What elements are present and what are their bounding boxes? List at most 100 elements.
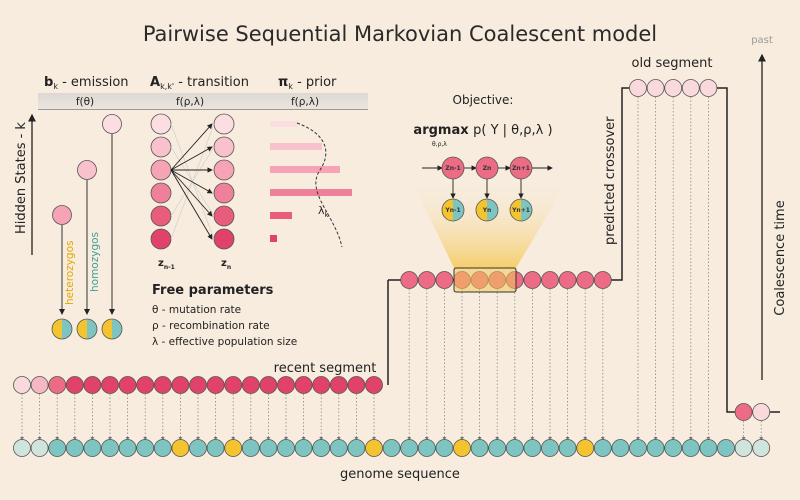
- emission-func: f(θ): [76, 96, 94, 108]
- recent-state: [118, 376, 137, 394]
- genome-site: [365, 439, 383, 457]
- genome-site: [83, 439, 102, 457]
- recent-state: [294, 376, 313, 394]
- genome-site: [382, 439, 401, 457]
- genome-site: [224, 439, 243, 457]
- genome-sequence-label: genome sequence: [340, 467, 460, 482]
- old-state: [664, 79, 683, 97]
- recent-state: [30, 376, 49, 394]
- hmm-y-node: Yn+1: [511, 207, 530, 214]
- genome-site: [523, 439, 542, 457]
- old-segment-label: old segment: [632, 56, 713, 71]
- recent-state: [13, 376, 31, 394]
- genome-site: [646, 439, 665, 457]
- genome-site: [347, 439, 366, 457]
- final-segment-states: [734, 403, 771, 421]
- recent-state: [329, 376, 348, 394]
- genome-site: [30, 439, 49, 457]
- genome-site: [277, 439, 295, 457]
- hmm-y-node: Yn-1: [444, 207, 460, 214]
- genome-site: [312, 439, 331, 457]
- header-band-rule: [38, 109, 368, 110]
- final-state: [752, 403, 771, 421]
- genome-sequence-row: [13, 439, 771, 457]
- objective-label: Objective:: [453, 93, 514, 107]
- recent-state: [224, 376, 243, 394]
- mid-state: [593, 271, 612, 289]
- genome-site: [576, 439, 595, 457]
- recent-state: [189, 376, 207, 394]
- genome-site: [541, 439, 559, 457]
- recent-state: [259, 376, 278, 394]
- homozygos-label: homozygos: [89, 232, 101, 292]
- genome-site: [593, 439, 612, 457]
- genome-site: [13, 439, 31, 457]
- genome-site: [435, 439, 454, 457]
- emission-states: [52, 114, 122, 315]
- genome-site: [699, 439, 718, 457]
- page-title: Pairwise Sequential Markovian Coalescent…: [143, 22, 657, 46]
- recent-state: [365, 376, 383, 394]
- genome-site: [417, 439, 436, 457]
- genome-site: [453, 439, 471, 457]
- transition-func: f(ρ,λ): [176, 96, 204, 108]
- mid-state: [558, 271, 577, 289]
- mid-state: [417, 271, 436, 289]
- old-state: [629, 79, 647, 97]
- recent-state: [48, 376, 67, 394]
- recent-state: [277, 376, 295, 394]
- mid-state: [435, 271, 454, 289]
- recent-state: [312, 376, 331, 394]
- dotted-connectors: [20, 97, 764, 441]
- genome-site: [189, 439, 207, 457]
- predicted-crossover-label: predicted crossover: [603, 116, 618, 245]
- genome-site: [681, 439, 700, 457]
- old-state: [681, 79, 700, 97]
- genome-site: [734, 439, 753, 457]
- objective-formula: argmax p( Y | θ,ρ,λ ): [413, 123, 552, 138]
- recent-state: [101, 376, 119, 394]
- hmm-z-node: Zn-1: [445, 165, 460, 172]
- free-param-item: λ - effective population size: [152, 336, 297, 348]
- hmm-y-node: Yn: [482, 207, 492, 214]
- emission-outcomes: [51, 318, 123, 340]
- genome-site: [294, 439, 313, 457]
- genome-site: [611, 439, 630, 457]
- recent-state: [171, 376, 190, 394]
- genome-site: [118, 439, 137, 457]
- genome-site: [629, 439, 647, 457]
- recent-state: [65, 376, 84, 394]
- recent-state: [241, 376, 260, 394]
- recent-state: [347, 376, 366, 394]
- genome-site: [65, 439, 84, 457]
- genome-site: [329, 439, 348, 457]
- genome-site: [752, 439, 771, 457]
- old-segment-states: [629, 79, 718, 97]
- z-cur-label: zn: [221, 258, 231, 271]
- free-params-heading: Free parameters: [152, 283, 274, 298]
- mid-state: [400, 271, 419, 289]
- prior-header: πk - prior: [278, 75, 337, 91]
- hidden-states-label: Hidden States - k: [14, 122, 29, 234]
- free-param-item: θ - mutation rate: [152, 304, 241, 316]
- hmm-z-node: Zn: [483, 165, 492, 172]
- genome-site: [717, 439, 735, 457]
- hmm-graph: Zn-1 Zn Zn+1 Yn-1 Yn Yn+1: [422, 156, 553, 222]
- mid-state: [576, 271, 595, 289]
- transition-header: Ak,k' - transition: [150, 75, 249, 91]
- genome-site: [153, 439, 172, 457]
- coalescence-time-label: Coalescence time: [773, 200, 788, 315]
- free-param-item: ρ - recombination rate: [152, 320, 270, 332]
- old-state: [646, 79, 665, 97]
- prior-func: f(ρ,λ): [291, 96, 319, 108]
- zoom-cone: [410, 177, 570, 268]
- genome-site: [470, 439, 489, 457]
- hmm-z-node: Zn+1: [512, 165, 530, 172]
- genome-site: [171, 439, 190, 457]
- genome-site: [241, 439, 260, 457]
- genome-site: [664, 439, 683, 457]
- final-state: [734, 403, 753, 421]
- genome-site: [206, 439, 225, 457]
- objective-formula-sub: θ,ρ,λ: [432, 141, 447, 148]
